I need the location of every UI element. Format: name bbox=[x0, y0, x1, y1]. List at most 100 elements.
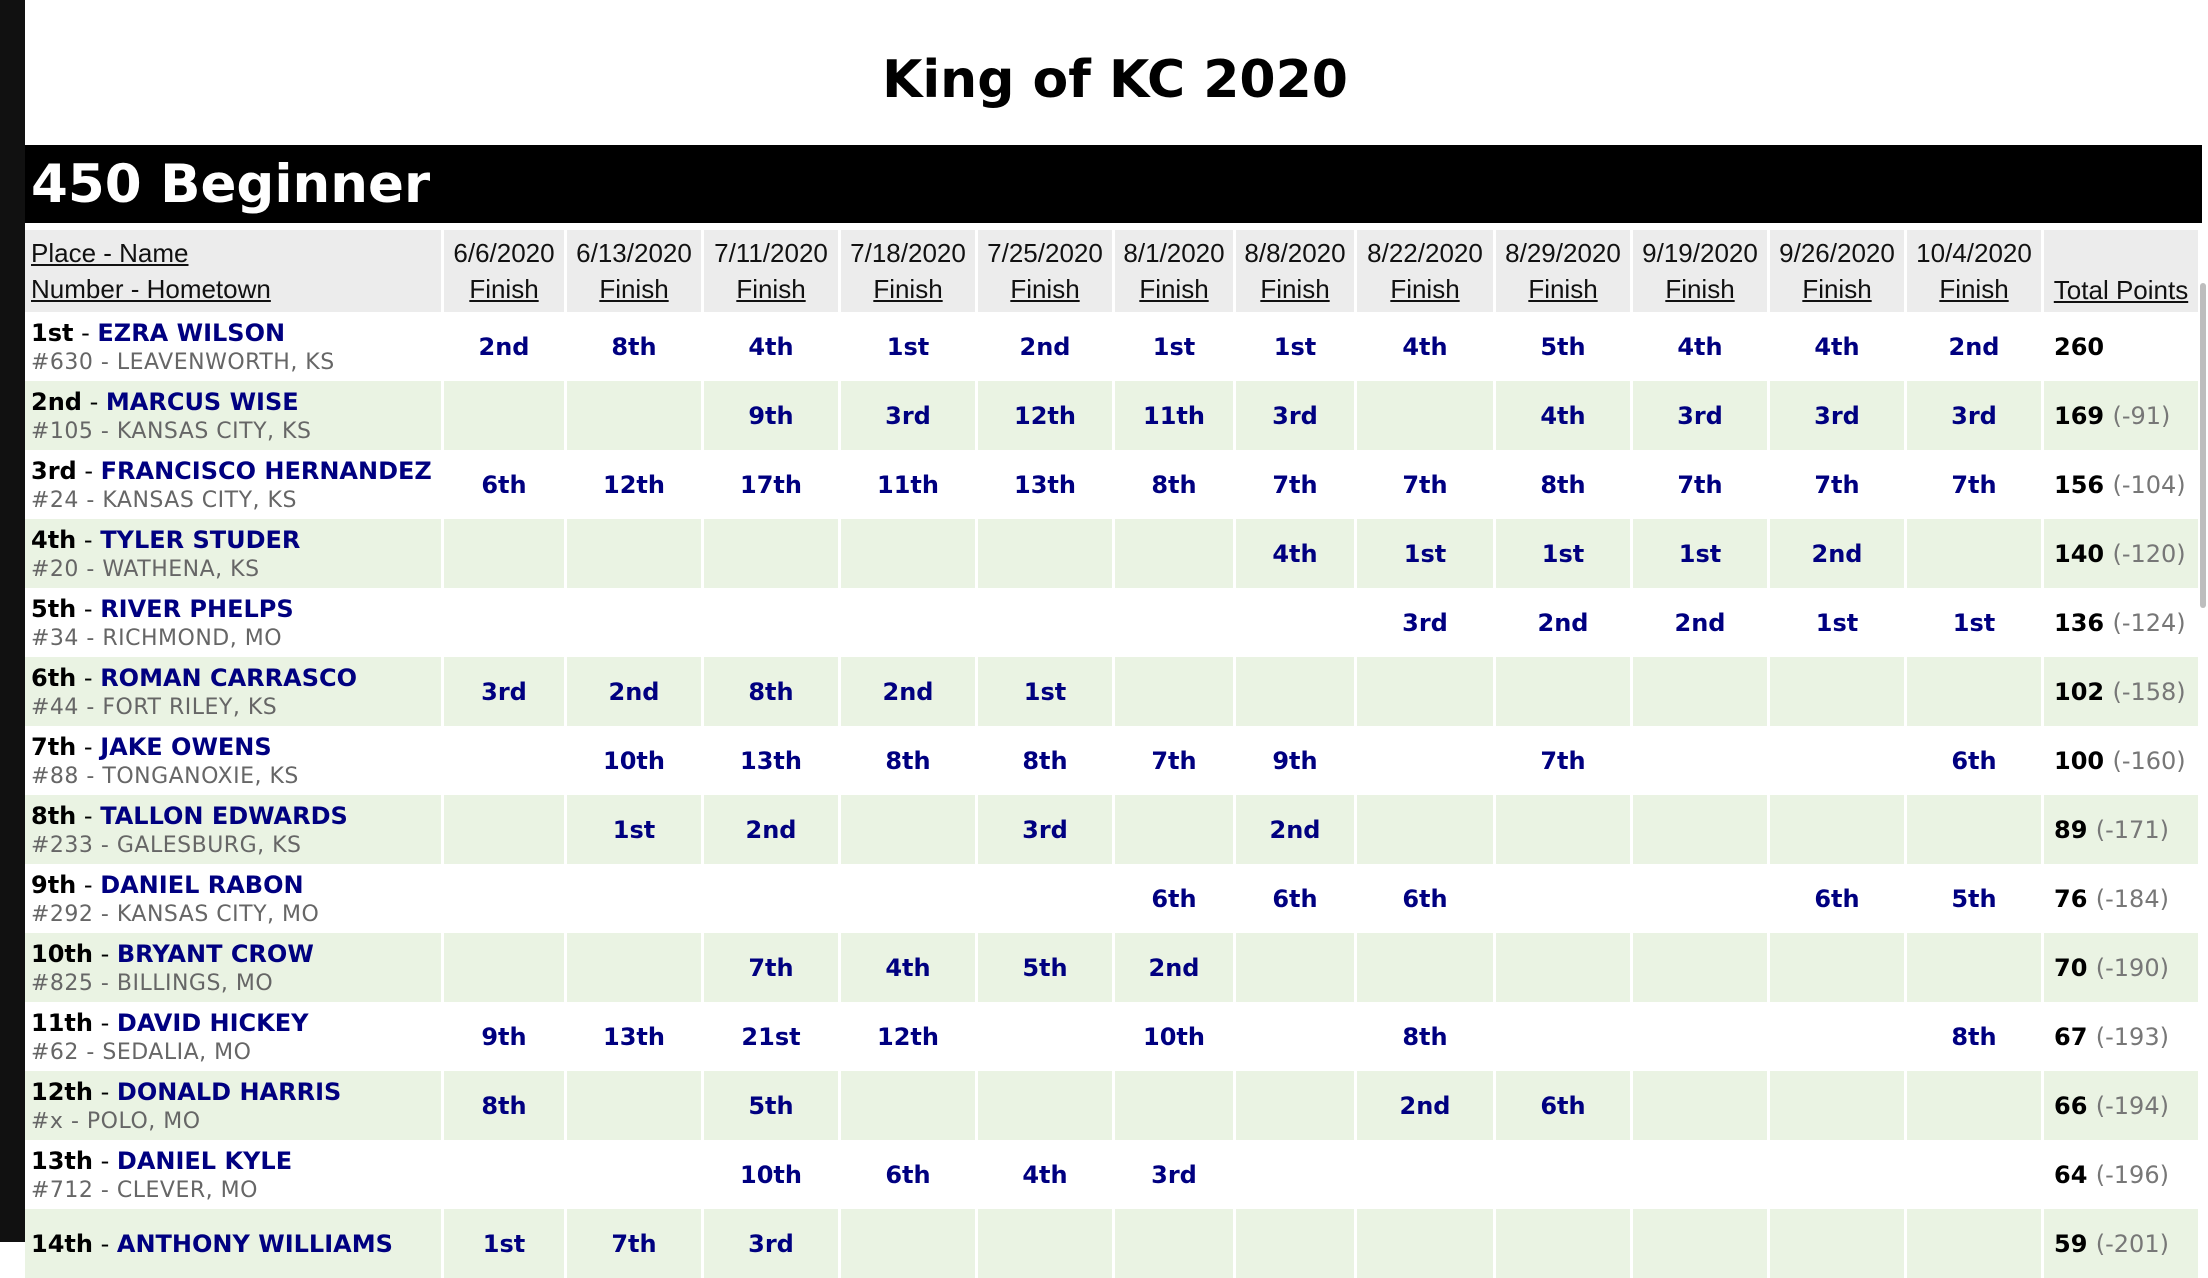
finish-cell[interactable]: 2nd bbox=[841, 657, 975, 726]
finish-cell[interactable]: 8th bbox=[978, 726, 1112, 795]
finish-cell[interactable]: 5th bbox=[704, 1071, 838, 1140]
finish-cell[interactable]: 8th bbox=[1496, 450, 1630, 519]
finish-cell[interactable]: 1st bbox=[1115, 312, 1233, 381]
finish-cell[interactable]: 9th bbox=[704, 381, 838, 450]
finish-cell[interactable]: 7th bbox=[567, 1209, 701, 1278]
finish-cell[interactable]: 1st bbox=[978, 657, 1112, 726]
finish-header-label[interactable]: Finish bbox=[873, 274, 943, 304]
race-column-header[interactable]: 8/1/2020 Finish bbox=[1115, 230, 1233, 312]
race-column-header[interactable]: 8/8/2020 Finish bbox=[1236, 230, 1354, 312]
finish-cell[interactable]: 8th bbox=[1357, 1002, 1493, 1071]
number-hometown-header-label[interactable]: Number - Hometown bbox=[31, 274, 271, 304]
finish-cell[interactable]: 2nd bbox=[1496, 588, 1630, 657]
finish-cell[interactable]: 6th bbox=[1907, 726, 2041, 795]
finish-cell[interactable]: 4th bbox=[704, 312, 838, 381]
rider-name-link[interactable]: TALLON EDWARDS bbox=[100, 801, 348, 830]
finish-cell[interactable]: 6th bbox=[841, 1140, 975, 1209]
finish-cell[interactable]: 4th bbox=[1770, 312, 1904, 381]
finish-cell[interactable]: 2nd bbox=[704, 795, 838, 864]
finish-cell[interactable]: 3rd bbox=[1236, 381, 1354, 450]
vertical-scrollbar[interactable] bbox=[2200, 283, 2206, 608]
finish-cell[interactable]: 6th bbox=[444, 450, 564, 519]
finish-cell[interactable]: 6th bbox=[1770, 864, 1904, 933]
finish-cell[interactable]: 6th bbox=[1236, 864, 1354, 933]
rider-name-link[interactable]: RIVER PHELPS bbox=[100, 594, 294, 623]
rider-name-link[interactable]: JAKE OWENS bbox=[100, 732, 272, 761]
finish-cell[interactable]: 3rd bbox=[444, 657, 564, 726]
finish-cell[interactable]: 7th bbox=[1357, 450, 1493, 519]
finish-cell[interactable]: 3rd bbox=[1907, 381, 2041, 450]
name-column-header[interactable]: Place - Name Number - Hometown bbox=[25, 230, 441, 312]
total-points-header-label[interactable]: Total Points bbox=[2053, 275, 2189, 305]
race-column-header[interactable]: 6/6/2020 Finish bbox=[444, 230, 564, 312]
finish-cell[interactable]: 2nd bbox=[1907, 312, 2041, 381]
race-column-header[interactable]: 9/19/2020 Finish bbox=[1633, 230, 1767, 312]
race-column-header[interactable]: 7/25/2020 Finish bbox=[978, 230, 1112, 312]
finish-cell[interactable]: 2nd bbox=[1236, 795, 1354, 864]
finish-cell[interactable]: 1st bbox=[1633, 519, 1767, 588]
finish-cell[interactable]: 6th bbox=[1496, 1071, 1630, 1140]
rider-name-link[interactable]: ROMAN CARRASCO bbox=[100, 663, 357, 692]
finish-cell[interactable]: 1st bbox=[841, 312, 975, 381]
finish-cell[interactable]: 8th bbox=[444, 1071, 564, 1140]
race-column-header[interactable]: 10/4/2020 Finish bbox=[1907, 230, 2041, 312]
finish-cell[interactable]: 5th bbox=[978, 933, 1112, 1002]
finish-cell[interactable]: 17th bbox=[704, 450, 838, 519]
finish-cell[interactable]: 5th bbox=[1496, 312, 1630, 381]
finish-cell[interactable]: 12th bbox=[978, 381, 1112, 450]
finish-cell[interactable]: 13th bbox=[704, 726, 838, 795]
finish-cell[interactable]: 1st bbox=[444, 1209, 564, 1278]
rider-name-link[interactable]: MARCUS WISE bbox=[105, 387, 299, 416]
finish-cell[interactable]: 1st bbox=[1496, 519, 1630, 588]
finish-cell[interactable]: 6th bbox=[1357, 864, 1493, 933]
finish-cell[interactable]: 7th bbox=[1633, 450, 1767, 519]
finish-cell[interactable]: 7th bbox=[1770, 450, 1904, 519]
finish-cell[interactable]: 3rd bbox=[841, 381, 975, 450]
finish-cell[interactable]: 3rd bbox=[704, 1209, 838, 1278]
finish-cell[interactable]: 8th bbox=[567, 312, 701, 381]
finish-cell[interactable]: 2nd bbox=[978, 312, 1112, 381]
finish-cell[interactable]: 2nd bbox=[1115, 933, 1233, 1002]
finish-cell[interactable]: 8th bbox=[704, 657, 838, 726]
finish-cell[interactable]: 13th bbox=[978, 450, 1112, 519]
finish-cell[interactable]: 1st bbox=[1907, 588, 2041, 657]
place-name-header-label[interactable]: Place - Name bbox=[31, 238, 189, 268]
finish-cell[interactable]: 4th bbox=[841, 933, 975, 1002]
finish-header-label[interactable]: Finish bbox=[1939, 274, 2009, 304]
race-column-header[interactable]: 7/11/2020 Finish bbox=[704, 230, 838, 312]
finish-cell[interactable]: 10th bbox=[567, 726, 701, 795]
finish-cell[interactable]: 7th bbox=[1907, 450, 2041, 519]
finish-cell[interactable]: 4th bbox=[1236, 519, 1354, 588]
rider-name-link[interactable]: FRANCISCO HERNANDEZ bbox=[100, 456, 432, 485]
finish-header-label[interactable]: Finish bbox=[1139, 274, 1209, 304]
finish-header-label[interactable]: Finish bbox=[469, 274, 539, 304]
finish-cell[interactable]: 12th bbox=[567, 450, 701, 519]
rider-name-link[interactable]: ANTHONY WILLIAMS bbox=[116, 1229, 393, 1258]
finish-cell[interactable]: 7th bbox=[1496, 726, 1630, 795]
rider-name-link[interactable]: BRYANT CROW bbox=[116, 939, 314, 968]
finish-header-label[interactable]: Finish bbox=[599, 274, 669, 304]
finish-cell[interactable]: 3rd bbox=[1770, 381, 1904, 450]
finish-cell[interactable]: 3rd bbox=[978, 795, 1112, 864]
finish-cell[interactable]: 1st bbox=[1236, 312, 1354, 381]
finish-header-label[interactable]: Finish bbox=[1528, 274, 1598, 304]
finish-header-label[interactable]: Finish bbox=[1260, 274, 1330, 304]
finish-header-label[interactable]: Finish bbox=[1010, 274, 1080, 304]
finish-cell[interactable]: 4th bbox=[978, 1140, 1112, 1209]
finish-cell[interactable]: 13th bbox=[567, 1002, 701, 1071]
finish-cell[interactable]: 2nd bbox=[444, 312, 564, 381]
finish-cell[interactable]: 4th bbox=[1496, 381, 1630, 450]
rider-name-link[interactable]: DANIEL KYLE bbox=[116, 1146, 293, 1175]
race-column-header[interactable]: 8/22/2020 Finish bbox=[1357, 230, 1493, 312]
race-column-header[interactable]: 8/29/2020 Finish bbox=[1496, 230, 1630, 312]
finish-cell[interactable]: 11th bbox=[1115, 381, 1233, 450]
finish-cell[interactable]: 9th bbox=[1236, 726, 1354, 795]
finish-cell[interactable]: 4th bbox=[1357, 312, 1493, 381]
total-points-header[interactable]: Total Points bbox=[2044, 230, 2198, 312]
finish-cell[interactable]: 5th bbox=[1907, 864, 2041, 933]
finish-cell[interactable]: 3rd bbox=[1357, 588, 1493, 657]
rider-name-link[interactable]: DAVID HICKEY bbox=[116, 1008, 309, 1037]
finish-cell[interactable]: 3rd bbox=[1115, 1140, 1233, 1209]
finish-header-label[interactable]: Finish bbox=[736, 274, 806, 304]
finish-cell[interactable]: 7th bbox=[704, 933, 838, 1002]
